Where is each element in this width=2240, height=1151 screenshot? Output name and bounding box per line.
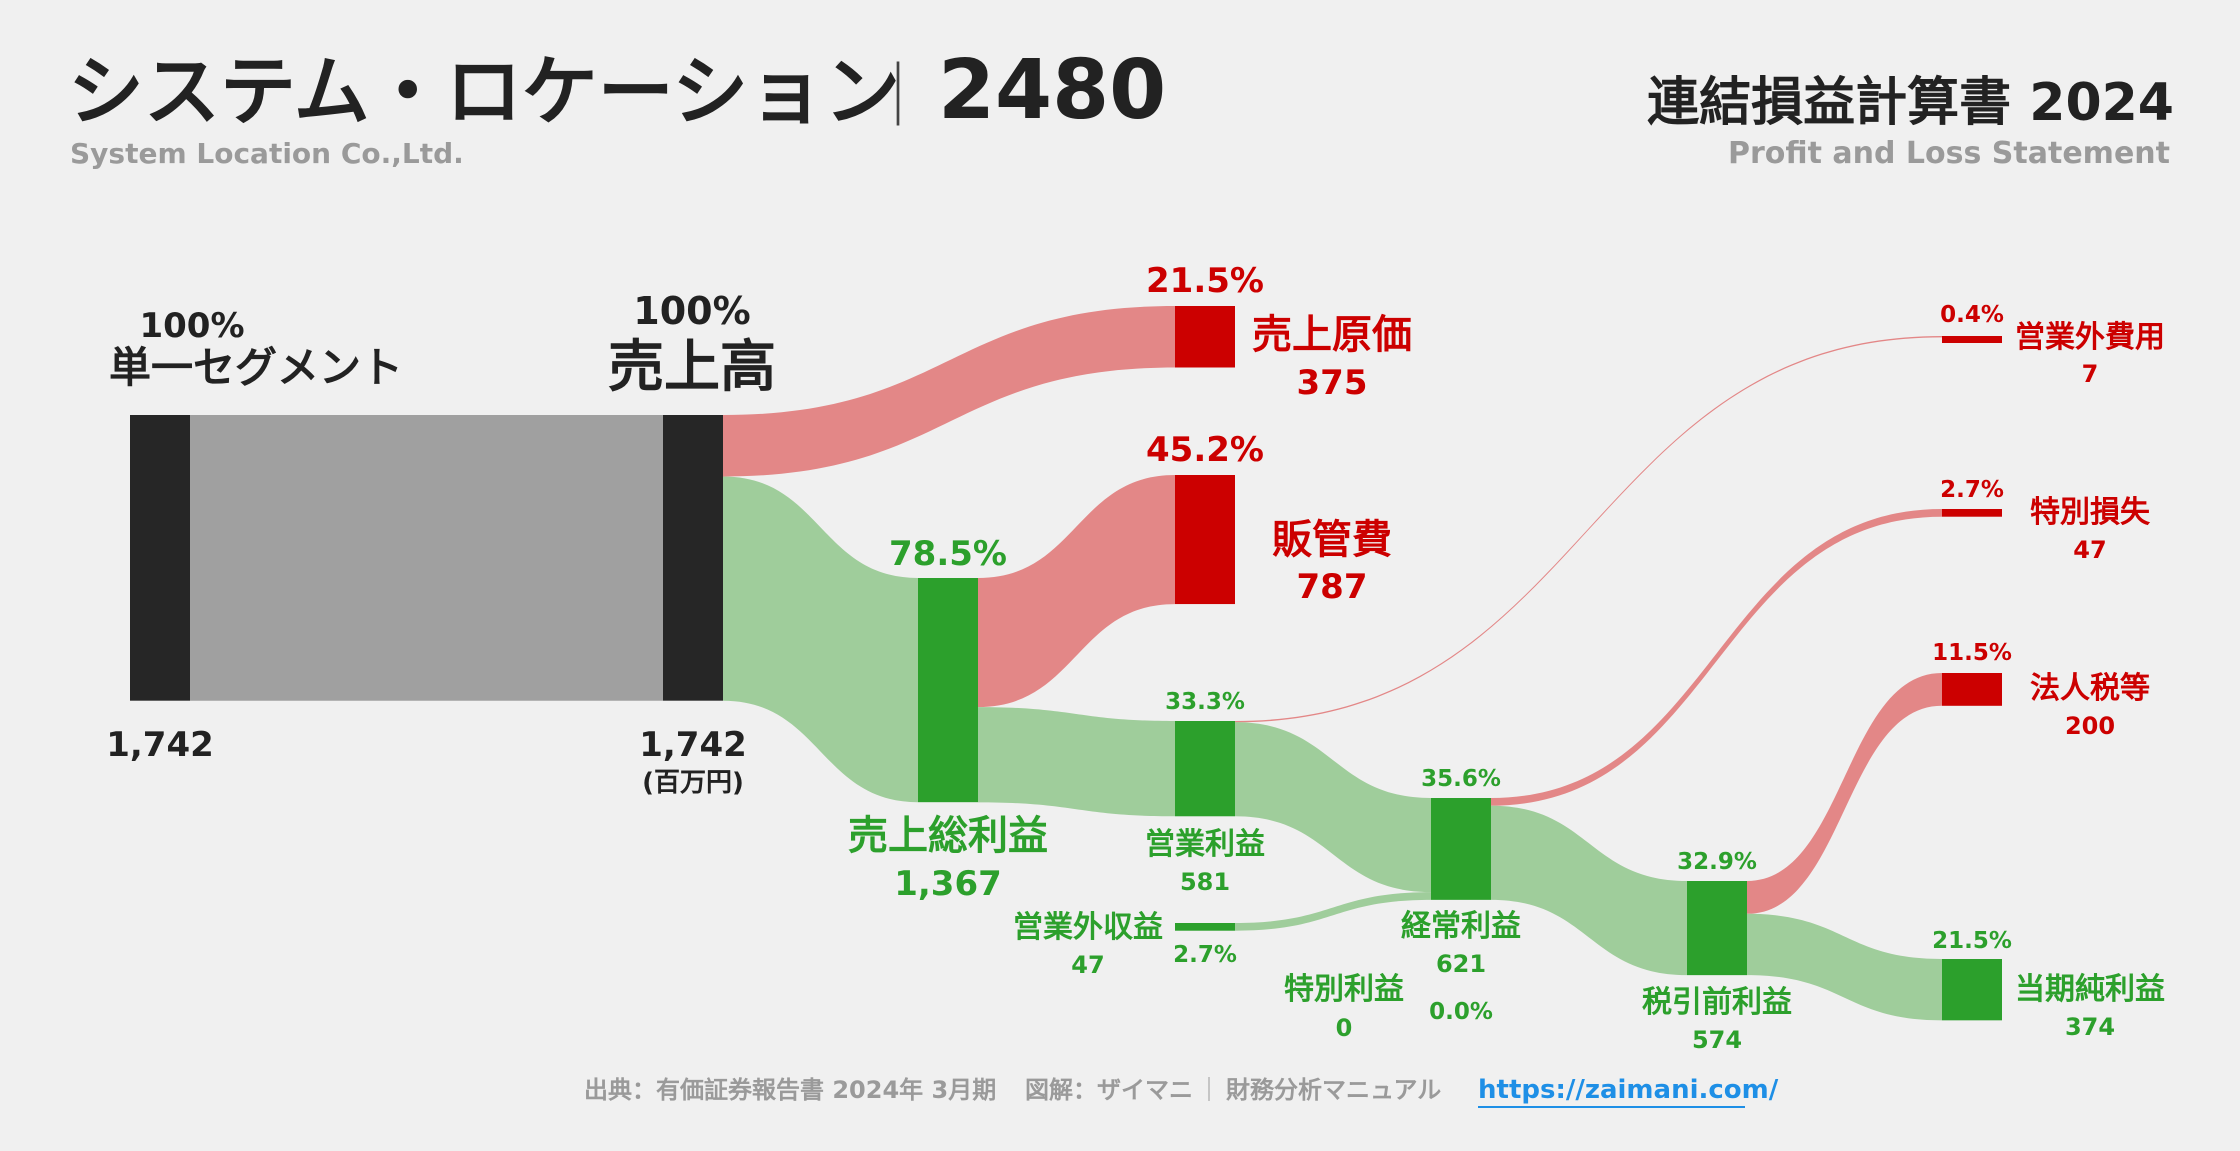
node-extraordinary-loss: [1942, 509, 2002, 517]
extraordinary-loss-label: 特別損失: [2030, 495, 2151, 530]
pretax-profit-value: 574: [1692, 1026, 1742, 1054]
node-net-income: [1942, 959, 2002, 1021]
node-gross-profit: [918, 578, 978, 803]
footer-credit-separator: ｜: [1197, 1076, 1221, 1104]
link-ordinary-profit-to-extraordinary-loss: [1491, 509, 1942, 806]
ordinary-profit-value: 621: [1436, 950, 1486, 978]
node-labels: 100% 単一セグメント 1,742 100% 売上高 1,742 (百万円) …: [106, 261, 2165, 1054]
revenue-label: 売上高: [608, 335, 776, 400]
link-pretax-profit-to-income-tax: [1747, 673, 1942, 914]
net-income-label: 当期純利益: [2015, 972, 2165, 1007]
non-op-income-label: 営業外収益: [1013, 910, 1163, 945]
ordinary-profit-label: 経常利益: [1401, 909, 1521, 944]
link-non-op-income-to-ordinary-profit: [1235, 892, 1431, 931]
segment-label: 単一セグメント: [109, 343, 403, 392]
node-ordinary-profit: [1431, 798, 1491, 900]
net-income-value: 374: [2065, 1013, 2115, 1041]
operating-profit-pct: 33.3%: [1165, 689, 1245, 715]
income-tax-label: 法人税等: [2030, 671, 2150, 706]
node-cogs: [1175, 306, 1235, 368]
non-op-expense-value: 7: [2082, 360, 2099, 388]
link-pretax-profit-to-net-income: [1747, 913, 1942, 1021]
extraordinary-income-value: 0: [1336, 1014, 1353, 1042]
footer: 出典：有価証券報告書 2024年 3月期 図解：ザイマニ ｜ 財務分析マニュアル…: [584, 1075, 1779, 1108]
non-op-expense-label: 営業外費用: [2015, 320, 2165, 355]
node-pretax-profit: [1687, 881, 1747, 976]
node-segment: [130, 415, 190, 701]
segment-pct: 100%: [139, 306, 244, 346]
link-operating-profit-to-ordinary-profit: [1235, 722, 1431, 893]
footer-source: 出典：有価証券報告書 2024年 3月期: [584, 1076, 996, 1104]
company-name: システム・ロケーション: [68, 47, 900, 136]
segment-value: 1,742: [106, 725, 214, 765]
link-gross-profit-to-operating-profit: [978, 707, 1175, 817]
ticker: 2480: [938, 43, 1166, 138]
non-op-income-pct: 2.7%: [1173, 942, 1237, 968]
node-sga: [1175, 475, 1235, 605]
extraordinary-income-pct: 0.0%: [1429, 999, 1493, 1025]
revenue-value: 1,742: [639, 725, 747, 765]
gross-profit-pct: 78.5%: [889, 534, 1007, 574]
footer-link[interactable]: https://zaimani.com/: [1478, 1075, 1779, 1105]
cogs-pct: 21.5%: [1146, 261, 1264, 301]
link-revenue-to-cogs: [723, 306, 1175, 477]
node-revenue: [663, 415, 723, 701]
node-non-op-expense: [1942, 336, 2002, 343]
node-non-op-income: [1175, 923, 1235, 931]
link-ordinary-profit-to-pretax-profit: [1491, 805, 1687, 976]
income-tax-pct: 11.5%: [1932, 640, 2012, 666]
footer-credit-prefix: 図解：ザイマニ: [1025, 1076, 1193, 1104]
link-revenue-to-gross-profit: [723, 476, 918, 803]
operating-profit-value: 581: [1180, 868, 1230, 896]
cogs-value: 375: [1297, 363, 1368, 403]
unit-label: (百万円): [642, 768, 744, 798]
sankey-nodes: [130, 306, 2002, 1021]
sga-label: 販管費: [1272, 517, 1392, 563]
ordinary-profit-pct: 35.6%: [1421, 766, 1501, 792]
net-income-pct: 21.5%: [1932, 928, 2012, 954]
operating-profit-label: 営業利益: [1145, 827, 1265, 862]
gross-profit-label: 売上総利益: [848, 813, 1048, 859]
statement-subtitle: Profit and Loss Statement: [1728, 136, 2170, 171]
node-operating-profit: [1175, 721, 1235, 817]
link-segment-to-revenue: [190, 415, 663, 701]
sga-value: 787: [1297, 567, 1368, 607]
extraordinary-loss-pct: 2.7%: [1940, 477, 2004, 503]
pretax-profit-pct: 32.9%: [1677, 849, 1757, 875]
extraordinary-loss-value: 47: [2073, 536, 2106, 564]
extraordinary-income-label: 特別利益: [1284, 972, 1404, 1007]
title-separator: ｜: [866, 60, 930, 134]
link-gross-profit-to-sga: [978, 475, 1175, 708]
company-name-en: System Location Co.,Ltd.: [70, 137, 464, 170]
sankey-links: [190, 306, 1942, 1021]
statement-title: 連結損益計算書 2024: [1647, 73, 2174, 133]
gross-profit-value: 1,367: [894, 864, 1002, 904]
non-op-expense-pct: 0.4%: [1940, 302, 2004, 328]
header: システム・ロケーション ｜ 2480 System Location Co.,L…: [68, 43, 2174, 171]
footer-credit-suffix: 財務分析マニュアル: [1226, 1076, 1441, 1104]
income-tax-value: 200: [2065, 712, 2115, 740]
revenue-pct: 100%: [633, 289, 750, 333]
sga-pct: 45.2%: [1146, 430, 1264, 470]
non-op-income-value: 47: [1071, 951, 1104, 979]
pretax-profit-label: 税引前利益: [1642, 985, 1792, 1020]
node-income-tax: [1942, 673, 2002, 706]
link-operating-profit-to-non-op-expense: [1235, 336, 1942, 723]
cogs-label: 売上原価: [1252, 312, 1412, 358]
